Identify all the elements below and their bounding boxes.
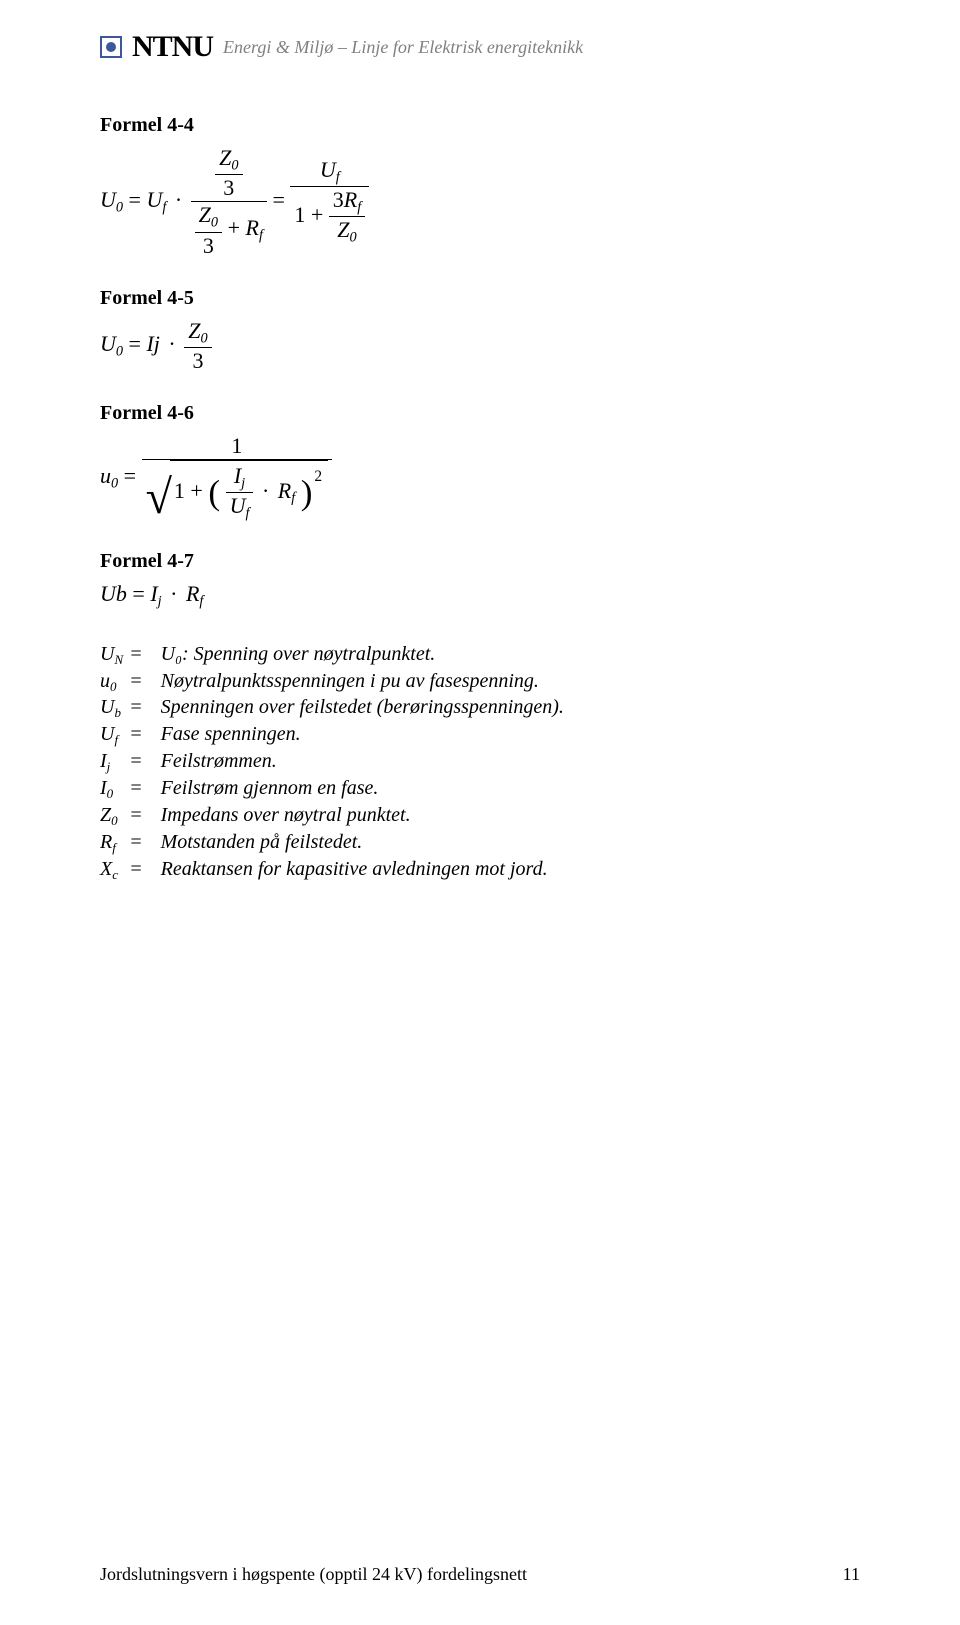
def-row: Rf = Motstanden på feilstedet. — [100, 831, 564, 856]
equals: = — [272, 187, 290, 212]
fraction-1-over-sqrt: 1 √ 1 + ( Ij Uf · Rf ) — [142, 433, 333, 523]
formula-4-5: U0 = Ij · Z0 3 — [100, 318, 860, 374]
formula-label-4-6: Formel 4-6 — [100, 402, 860, 425]
sqrt: √ 1 + ( Ij Uf · Rf )2 — [146, 460, 329, 523]
sym-ij: Ij — [146, 331, 159, 356]
page: NTNU Energi & Miljø – Linje for Elektris… — [0, 0, 960, 935]
ntnu-logo-icon — [100, 36, 122, 58]
sym-u0: U0 — [100, 331, 123, 356]
def-row: u0 = Nøytralpunktsspenningen i pu av fas… — [100, 670, 564, 695]
fraction-3rf-z0: 3Rf Z0 — [329, 187, 365, 247]
ntnu-logo-dot-icon — [106, 42, 116, 52]
fraction-z0-over-3: Z0 3 — [215, 145, 242, 201]
formula-4-4: U0 = Uf · Z0 3 Z0 3 + Rf — [100, 145, 860, 259]
content: Formel 4-4 U0 = Uf · Z0 3 Z0 3 + — [100, 114, 860, 885]
symbol-definitions: UN = U₀: Spenning over nøytralpunktet. u… — [100, 641, 564, 885]
def-row: I0 = Feilstrøm gjennom en fase. — [100, 777, 564, 802]
formula-label-4-4: Formel 4-4 — [100, 114, 860, 137]
sym-uf: Uf — [146, 187, 166, 212]
fraction-uf-over: Uf 1 + 3Rf Z0 — [290, 157, 369, 247]
fraction-ij-uf: Ij Uf — [226, 463, 254, 523]
brand-text: NTNU — [132, 30, 213, 64]
equals: = — [129, 187, 147, 212]
def-row: Z0 = Impedans over nøytral punktet. — [100, 804, 564, 829]
sym-u0: U0 — [100, 187, 123, 212]
fraction-z03: Z0 3 Z0 3 + Rf — [191, 145, 267, 259]
footer-title: Jordslutningsvern i høgspente (opptil 24… — [100, 1564, 527, 1585]
cdot: · — [172, 187, 185, 212]
def-row: Ub = Spenningen over feilstedet (berørin… — [100, 696, 564, 721]
fraction-z0-over-3-b: Z0 3 — [195, 202, 222, 258]
def-row: UN = U₀: Spenning over nøytralpunktet. — [100, 643, 564, 668]
fraction-z0-3: Z0 3 — [184, 318, 211, 374]
page-header: NTNU Energi & Miljø – Linje for Elektris… — [100, 30, 860, 64]
formula-label-4-5: Formel 4-5 — [100, 287, 860, 310]
page-footer: Jordslutningsvern i høgspente (opptil 24… — [100, 1564, 860, 1585]
def-row: Xc = Reaktansen for kapasitive avledning… — [100, 858, 564, 883]
def-row: Ij = Feilstrømmen. — [100, 750, 564, 775]
page-number: 11 — [843, 1564, 860, 1585]
sym-ub: Ub — [100, 581, 127, 606]
formula-label-4-7: Formel 4-7 — [100, 550, 860, 573]
formula-4-6: u0 = 1 √ 1 + ( Ij Uf · — [100, 433, 860, 523]
radical-icon: √ — [146, 474, 172, 522]
header-subtitle: Energi & Miljø – Linje for Elektrisk ene… — [223, 37, 583, 58]
formula-4-7: Ub = Ij · Rf — [100, 581, 860, 610]
def-row: Uf = Fase spenningen. — [100, 723, 564, 748]
sym-u0-small: u0 — [100, 463, 118, 488]
